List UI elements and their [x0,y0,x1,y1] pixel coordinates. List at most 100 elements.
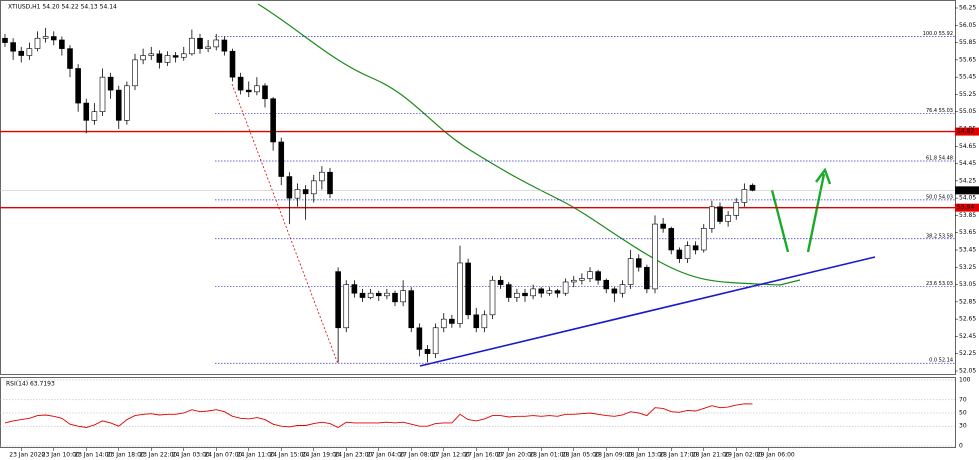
y-tick-label: 54.65 [959,143,976,150]
candle-body [538,288,545,294]
candle-body [692,245,699,251]
candle-body [530,288,536,297]
candle-body [10,42,16,52]
candle-body [197,37,203,49]
arrow-down [770,189,790,253]
price-tag [955,186,979,195]
candle-body [75,68,81,104]
candle-body [115,89,122,121]
y-tick-label: 53.85 [959,212,976,219]
candle-body [262,85,268,100]
arrow-up [806,167,832,253]
y-tick-label: 53.05 [959,281,976,288]
candle-body [229,50,236,78]
y-tick-label: 52.25 [959,350,976,357]
x-tick-label: 28 Jan 17:00 [659,452,697,459]
x-tick-label: 27 Jan 20:00 [497,452,535,459]
fib-label: 23.6 53.03 [926,281,953,287]
rsi-tick-label: 70 [959,396,967,403]
candle-body [505,284,512,298]
candle-body [400,290,406,303]
y-tick-label: 52.05 [959,368,976,375]
candle-body [59,39,65,49]
candle-body [627,258,634,285]
x-tick-label: 28 Jan 09:00 [594,452,632,459]
candle-body [465,262,471,316]
candle-body [270,98,276,143]
candle-body [302,189,309,195]
candle-body [709,206,715,229]
candle-body [522,292,528,297]
x-tick-label: 27 Jan 12:00 [432,452,470,459]
moving-average [257,3,801,286]
y-tick-label: 55.25 [959,91,976,98]
y-tick-label: 55.45 [959,74,976,81]
candle-body [424,349,431,355]
candle-body [367,292,374,298]
candle-body [644,266,650,290]
trend-line [419,256,876,367]
candle-body [335,271,341,329]
candle-body [50,36,57,41]
x-tick-label: 23 Jan 18:00 [107,452,145,459]
fib-label: 38.2 53.58 [926,233,953,239]
candle-body [278,141,285,177]
x-tick-label: 24 Jan 07:00 [204,452,242,459]
y-tick-label: 54.05 [959,195,976,202]
candle-body [595,271,601,281]
candle-body [26,48,33,56]
candle-body [91,111,98,121]
candle-body [432,327,439,355]
candle-body [473,314,480,329]
candle-body [384,292,390,297]
candle-body [124,85,130,121]
candle-body [481,314,488,329]
candle-body [140,55,146,61]
candle-body [440,318,447,329]
y-tick-label: 52.85 [959,298,976,305]
x-tick-label: 23 Jan 22:00 [139,452,177,459]
candle-body [310,180,317,195]
candle-body [189,37,195,55]
x-tick-label: 28 Jan 13:00 [627,452,665,459]
fib-label: 76.4 55.03 [926,108,953,114]
candle-body [343,284,350,329]
rsi-line [4,403,753,429]
y-tick-label: 54.25 [959,177,976,184]
x-tick-label: 23 Jan 14:00 [74,452,112,459]
candle-body [18,50,25,56]
candle-body [587,271,593,279]
candle-body [83,102,90,121]
x-tick-label: 24 Jan 23:00 [334,452,372,459]
x-tick-label: 28 Jan 21:00 [692,452,730,459]
x-tick-label: 24 Jan 03:00 [172,452,210,459]
y-tick-label: 54.45 [959,160,976,167]
candle-body [603,279,610,290]
x-tick-label: 23 Jan 2020 [9,452,45,459]
fib-label: 100.0 55.92 [923,31,953,37]
candle-body [700,228,707,251]
candle-body [351,284,358,294]
rsi-tick-label: 100 [959,377,971,384]
candle-body [514,292,520,298]
candle-body [554,290,561,294]
candle-body [652,223,658,290]
drawings [231,3,876,367]
candle-body [237,76,244,91]
candle-body [619,284,626,294]
x-tick-label: 23 Jan 10:00 [42,452,80,459]
y-tick-label: 53.65 [959,229,976,236]
candle-body [635,258,642,268]
candle-body [67,48,73,69]
x-tick-label: 28 Jan 01:00 [529,452,567,459]
fib-label: 61.8 54.48 [926,155,953,161]
x-tick-label: 29 Jan 02:00 [724,452,762,459]
candle-body [107,76,114,91]
x-tick-label: 24 Jan 11:00 [237,452,275,459]
candle-body [562,281,569,294]
candle-body [546,290,553,294]
candle-body [172,55,179,58]
candle-body [611,288,618,294]
y-tick-label: 56.25 [959,5,976,12]
rsi-tick-label: 30 [959,423,967,430]
